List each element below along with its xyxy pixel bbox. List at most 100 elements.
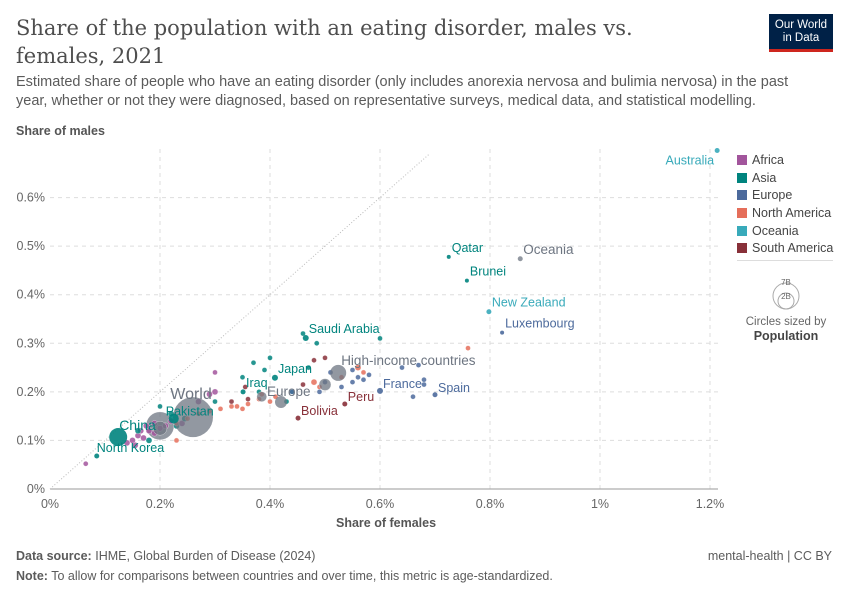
data-point-oceania bbox=[517, 256, 523, 262]
y-tick-label: 0.1% bbox=[17, 433, 46, 447]
data-point bbox=[310, 378, 318, 386]
data-point bbox=[261, 367, 268, 373]
legend-swatch bbox=[737, 207, 747, 218]
point-label: Japan bbox=[278, 362, 312, 376]
license[interactable]: mental-health | CC BY bbox=[707, 549, 832, 563]
data-point-japan bbox=[271, 374, 278, 381]
y-tick-label: 0.4% bbox=[17, 288, 46, 302]
data-point-world bbox=[173, 397, 213, 438]
point-label: Bolivia bbox=[301, 404, 338, 418]
size-legend-variable: Population bbox=[753, 329, 819, 343]
point-label: Spain bbox=[438, 381, 470, 395]
data-point bbox=[355, 374, 361, 380]
chart-title: Share of the population with an eating d… bbox=[16, 16, 633, 68]
data-point bbox=[410, 394, 416, 400]
legend-item-north-america[interactable]: North America bbox=[737, 204, 833, 222]
source-text[interactable]: IHME, Global Burden of Disease (2024) bbox=[95, 549, 316, 563]
data-point-china bbox=[109, 428, 128, 447]
data-point-luxembourg bbox=[500, 330, 505, 335]
legend-swatch bbox=[737, 154, 747, 165]
data-point-brunei bbox=[464, 278, 469, 283]
data-point bbox=[256, 391, 267, 402]
y-axis-label: Share of males bbox=[16, 124, 105, 138]
point-label: Qatar bbox=[452, 241, 483, 255]
data-point bbox=[314, 340, 320, 346]
data-point bbox=[305, 364, 312, 371]
data-point bbox=[217, 406, 224, 412]
data-point-saudi-arabia bbox=[302, 334, 309, 341]
legend-label: South America bbox=[752, 241, 834, 256]
data-point bbox=[267, 355, 273, 361]
data-point bbox=[360, 377, 367, 383]
data-point bbox=[145, 427, 153, 434]
size-legend-title: Circles sized by bbox=[745, 316, 827, 328]
data-point-new-zealand bbox=[486, 309, 492, 315]
data-point bbox=[289, 389, 295, 395]
point-label: Australia bbox=[666, 153, 715, 167]
data-point bbox=[311, 357, 317, 363]
point-label: Oceania bbox=[523, 242, 574, 257]
data-point-australia bbox=[714, 147, 720, 153]
note-label: Note: bbox=[16, 569, 48, 583]
data-point bbox=[140, 434, 147, 442]
data-point bbox=[415, 362, 422, 368]
legend-swatch bbox=[737, 190, 747, 201]
data-point bbox=[134, 427, 142, 434]
x-tick-label: 1.2% bbox=[696, 497, 725, 511]
legend-swatch bbox=[737, 172, 747, 183]
legend-item-asia[interactable]: Asia bbox=[737, 169, 833, 187]
data-point bbox=[316, 389, 323, 395]
note: Note: To allow for comparisons between c… bbox=[16, 569, 553, 583]
data-point-high-income-countries bbox=[330, 364, 347, 381]
chart-subtitle: Estimated share of people who have an ea… bbox=[16, 74, 789, 109]
legend-label: North America bbox=[752, 205, 832, 220]
legend-item-europe[interactable]: Europe bbox=[737, 186, 833, 204]
legend-label: Europe bbox=[752, 188, 793, 203]
point-label: China bbox=[119, 417, 156, 433]
x-tick-label: 0.8% bbox=[476, 497, 505, 511]
data-source: Data source: IHME, Global Burden of Dise… bbox=[16, 549, 315, 563]
data-point bbox=[377, 335, 383, 342]
legend-swatch bbox=[737, 225, 747, 236]
legend-label: Africa bbox=[752, 152, 784, 167]
y-tick-label: 0.5% bbox=[17, 239, 46, 253]
data-point-france bbox=[377, 387, 383, 394]
data-point bbox=[242, 384, 248, 390]
data-point bbox=[145, 437, 153, 444]
point-label: France bbox=[383, 377, 422, 391]
y-tick-label: 0.6% bbox=[17, 191, 46, 205]
data-point bbox=[267, 398, 273, 405]
data-point bbox=[228, 398, 235, 405]
data-point bbox=[300, 330, 306, 337]
point-label: World bbox=[170, 386, 212, 403]
legend-label: Oceania bbox=[752, 223, 799, 238]
data-point bbox=[228, 403, 235, 410]
x-axis-label: Share of females bbox=[336, 516, 437, 530]
data-point bbox=[173, 437, 180, 444]
size-legend-icon: 7B 2B bbox=[772, 278, 800, 310]
data-point bbox=[349, 379, 356, 385]
data-point bbox=[421, 381, 427, 388]
data-point-bolivia bbox=[295, 415, 301, 421]
data-point-europe bbox=[275, 396, 287, 409]
data-point bbox=[211, 388, 219, 396]
point-label: North Korea bbox=[97, 441, 164, 455]
legend-item-oceania[interactable]: Oceania bbox=[737, 222, 833, 240]
data-point-qatar bbox=[446, 254, 451, 259]
point-label: Pakistan bbox=[166, 405, 214, 419]
legend-item-south-america[interactable]: South America bbox=[737, 239, 833, 257]
size-legend-small: 2B bbox=[781, 292, 791, 301]
point-label: Brunei bbox=[470, 265, 506, 279]
owid-logo[interactable]: Our World in Data bbox=[769, 14, 833, 52]
legend-swatch bbox=[737, 243, 747, 254]
data-point bbox=[318, 378, 332, 391]
legend-item-africa[interactable]: Africa bbox=[737, 151, 833, 169]
note-text: To allow for comparisons between countri… bbox=[51, 569, 553, 583]
data-point bbox=[129, 437, 136, 444]
point-label: Saudi Arabia bbox=[309, 322, 380, 336]
data-point bbox=[132, 442, 139, 449]
y-tick-label: 0% bbox=[27, 482, 45, 496]
data-point bbox=[152, 421, 168, 436]
data-point-spain bbox=[432, 392, 438, 398]
